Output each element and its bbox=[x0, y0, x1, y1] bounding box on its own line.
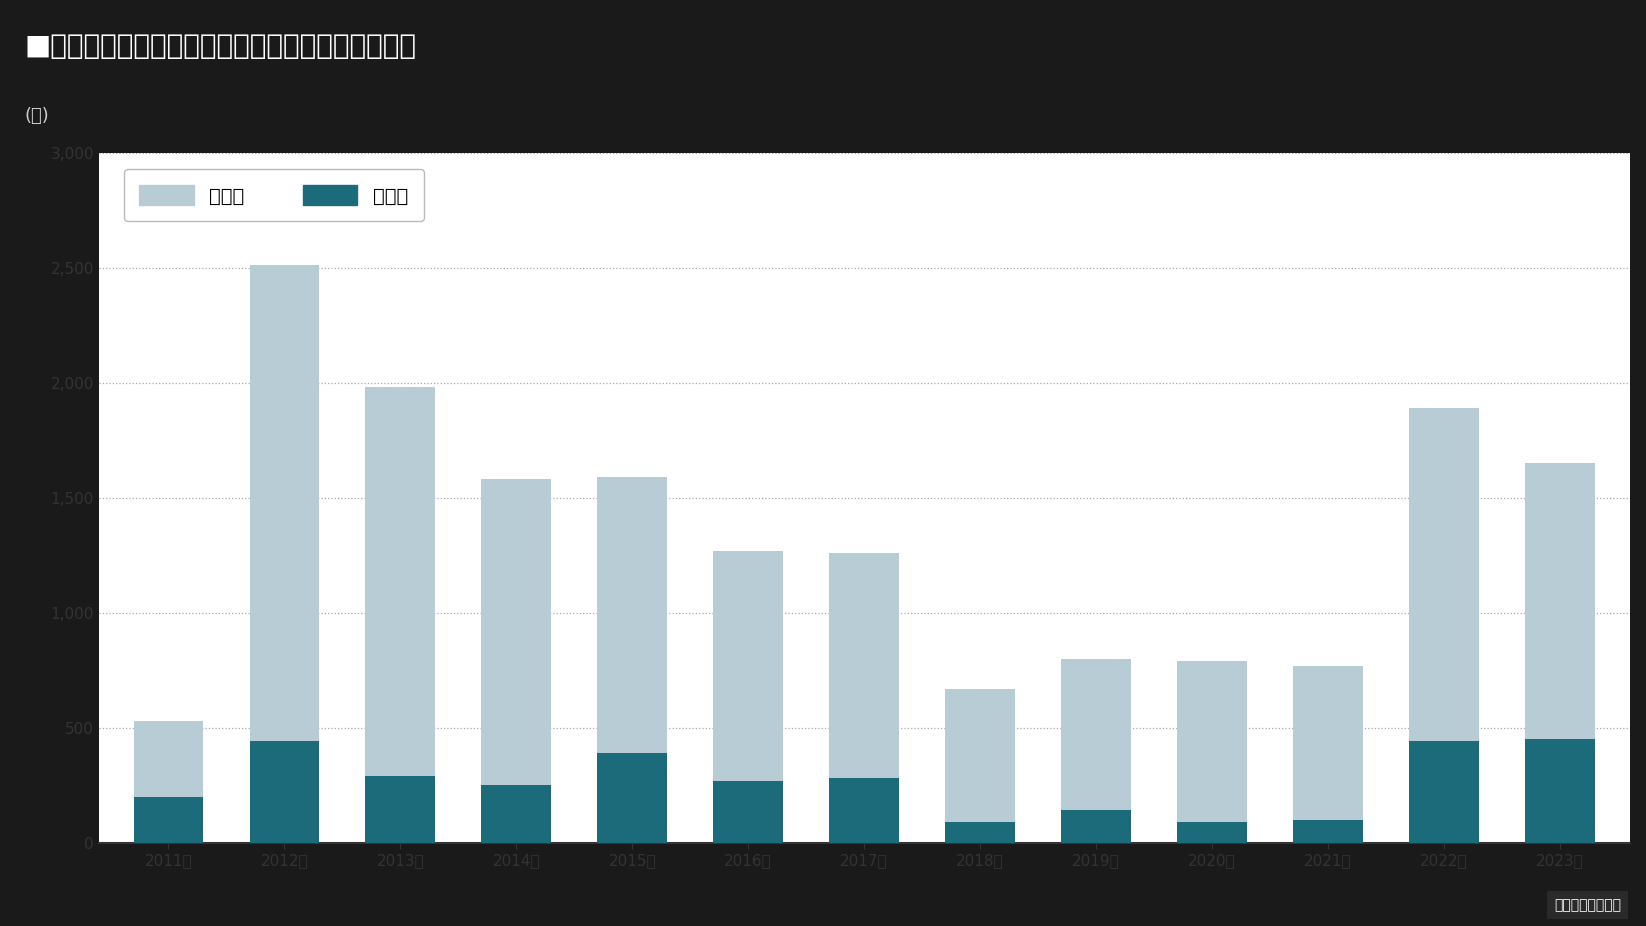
Bar bbox=[133, 796, 202, 843]
Text: ■京都市と下京区の新築マンション供給戸数の推移: ■京都市と下京区の新築マンション供給戸数の推移 bbox=[25, 31, 416, 60]
Bar bbox=[1526, 463, 1595, 739]
Bar bbox=[481, 785, 551, 843]
Bar bbox=[365, 387, 435, 776]
Bar bbox=[481, 480, 551, 785]
Bar bbox=[1409, 742, 1478, 843]
Bar bbox=[1062, 810, 1131, 843]
Bar bbox=[713, 781, 783, 843]
Bar bbox=[597, 753, 667, 843]
Bar bbox=[1177, 822, 1246, 843]
Bar bbox=[830, 778, 899, 843]
Bar bbox=[250, 266, 319, 742]
Bar bbox=[1526, 739, 1595, 843]
Bar bbox=[945, 689, 1016, 822]
Text: 不動産経済研究所: 不動産経済研究所 bbox=[1554, 898, 1621, 912]
Bar bbox=[250, 742, 319, 843]
Bar bbox=[1294, 666, 1363, 820]
Text: (戸): (戸) bbox=[25, 107, 49, 125]
Bar bbox=[830, 553, 899, 778]
Bar bbox=[713, 551, 783, 781]
Bar bbox=[1062, 658, 1131, 810]
Bar bbox=[365, 776, 435, 843]
Bar bbox=[1177, 661, 1246, 822]
Bar bbox=[597, 477, 667, 753]
Bar bbox=[133, 720, 202, 796]
Bar bbox=[1409, 408, 1478, 742]
Legend: 京都市, 下京区: 京都市, 下京区 bbox=[123, 169, 423, 221]
Bar bbox=[945, 822, 1016, 843]
Bar bbox=[1294, 820, 1363, 843]
